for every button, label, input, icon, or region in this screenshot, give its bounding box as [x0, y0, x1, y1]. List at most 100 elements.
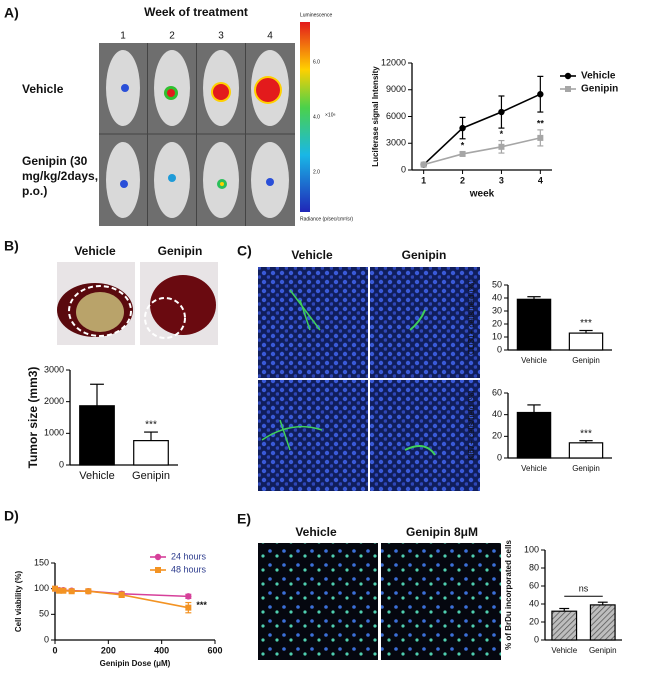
tumor-photos: [57, 262, 218, 345]
y-tick-label: 40: [529, 598, 539, 608]
y-tick-label: 60: [529, 580, 539, 590]
bar: [516, 298, 552, 351]
y-tick-label: 50: [492, 279, 502, 289]
panel-label: E): [237, 511, 251, 527]
marker: [185, 593, 192, 600]
marker: [459, 124, 466, 132]
x-tick-label: 4: [538, 175, 543, 185]
y-tick-label: 80: [529, 562, 539, 572]
colorbar-tick: 4.0: [313, 114, 320, 120]
panel-label: B): [4, 238, 19, 254]
y-axis-label: Cell viability (%): [14, 570, 23, 632]
x-tick-label: 600: [207, 645, 222, 655]
legend-marker: [564, 72, 572, 80]
marker: [68, 588, 75, 595]
x-tick-label: Vehicle: [521, 356, 547, 365]
marker: [185, 604, 192, 611]
column-label: Genipin: [402, 248, 447, 262]
row-label: mg/kg/2days,: [22, 169, 98, 183]
y-tick-label: 3000: [386, 138, 406, 148]
colorbar-tick: 6.0: [313, 59, 320, 65]
x-tick-label: Genipin: [132, 470, 170, 482]
column-label: Vehicle: [74, 244, 116, 258]
colorbar-unit: ×10⁶: [325, 112, 336, 118]
panel-label: C): [237, 243, 252, 259]
marker: [537, 134, 544, 141]
week-label: 1: [120, 31, 126, 42]
marker: [498, 143, 505, 150]
y-axis-label: Ki67+ cells/field (%): [467, 390, 476, 461]
y-tick-label: 0: [401, 164, 406, 174]
marker: [537, 91, 544, 98]
colorbar-footer: Radiance (p/sec/cm²/sr): [300, 216, 353, 222]
y-tick-label: 10: [492, 331, 502, 341]
brdu-images: [258, 543, 501, 660]
legend-label: Genipin: [581, 84, 618, 95]
legend-label: 24 hours: [171, 551, 207, 561]
y-tick-label: 40: [492, 292, 502, 302]
y-tick-label: 150: [34, 557, 49, 567]
ihc-images: [258, 267, 480, 491]
x-tick-label: Genipin: [572, 356, 600, 365]
x-axis-label: week: [469, 189, 495, 200]
imaging-grid: [99, 43, 295, 226]
column-label: Vehicle: [295, 525, 337, 539]
y-axis-label: Luciferase signal Intensity: [371, 66, 380, 167]
annotation: *: [500, 129, 504, 139]
annotation: ns: [579, 584, 589, 594]
bar: [589, 604, 616, 641]
y-tick-label: 20: [529, 616, 539, 626]
x-tick-label: Vehicle: [79, 470, 114, 482]
marker: [420, 161, 427, 168]
marker: [498, 108, 505, 116]
y-tick-label: 9000: [386, 84, 406, 94]
marker: [459, 150, 466, 157]
y-tick-label: 20: [492, 431, 502, 441]
x-tick-label: Vehicle: [551, 646, 577, 655]
x-tick-label: Genipin: [572, 464, 600, 473]
row-label: Genipin (30: [22, 154, 88, 168]
x-tick-label: Vehicle: [521, 464, 547, 473]
y-tick-label: 50: [39, 609, 49, 619]
bar: [568, 332, 604, 351]
annotation: ***: [580, 428, 592, 439]
annotation: ***: [196, 600, 207, 610]
marker: [85, 588, 92, 595]
legend-marker: [154, 553, 162, 561]
bar: [133, 440, 169, 466]
y-tick-label: 20: [492, 318, 502, 328]
y-tick-label: 6000: [386, 111, 406, 121]
row-label: Vehicle: [22, 82, 64, 96]
marker: [118, 591, 125, 598]
colorbar-tick: 2.0: [313, 169, 320, 175]
legend-marker: [155, 567, 161, 573]
panel-label: A): [4, 5, 19, 21]
x-tick-label: 1: [421, 175, 426, 185]
annotation: ***: [580, 318, 592, 329]
x-tick-label: 3: [499, 175, 504, 185]
annotation: *: [461, 141, 465, 151]
x-tick-label: 400: [154, 645, 169, 655]
panel-title: Week of treatment: [144, 5, 248, 19]
annotation: **: [537, 118, 545, 128]
x-tick-label: 200: [101, 645, 116, 655]
y-tick-label: 0: [534, 634, 539, 644]
series-line: [423, 93, 541, 166]
x-tick-label: Genipin: [589, 646, 617, 655]
y-axis-label: CD31+ cells/field (%): [467, 280, 476, 355]
marker: [60, 587, 67, 594]
y-tick-label: 0: [497, 344, 502, 354]
colorbar: [300, 22, 310, 212]
bar: [568, 442, 604, 459]
y-axis-label: % of BrDu incorporated cells: [504, 540, 513, 650]
x-axis-label: Genipin Dose (μM): [100, 659, 171, 668]
x-tick-label: 0: [52, 645, 57, 655]
week-label: 4: [267, 31, 273, 42]
week-label: 2: [169, 31, 175, 42]
y-tick-label: 12000: [381, 57, 406, 67]
colorbar-title: Luminescence: [300, 12, 332, 18]
x-tick-label: 2: [460, 175, 465, 185]
y-tick-label: 40: [492, 409, 502, 419]
marker: [56, 587, 63, 594]
